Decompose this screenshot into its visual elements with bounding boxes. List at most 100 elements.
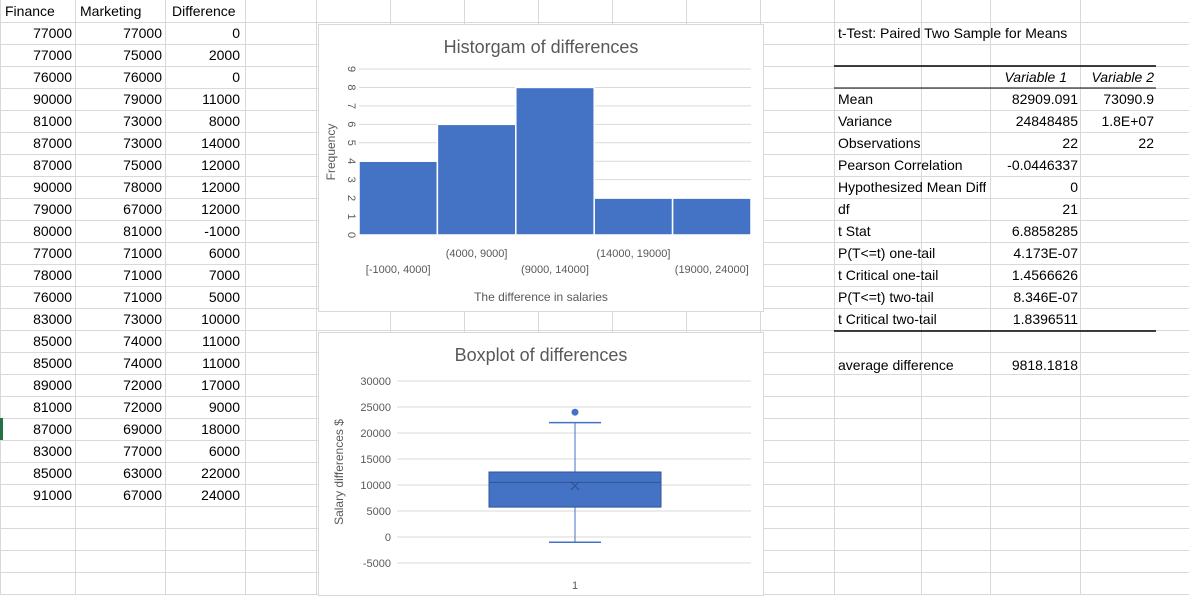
- marketing-cell[interactable]: 79000: [123, 91, 162, 107]
- difference-cell[interactable]: 12000: [201, 179, 240, 195]
- ttest-value-1[interactable]: 0: [1070, 179, 1078, 195]
- difference-cell[interactable]: 12000: [201, 157, 240, 173]
- ttest-value-1[interactable]: 82909.091: [1011, 91, 1078, 107]
- difference-cell[interactable]: 22000: [201, 465, 240, 481]
- ttest-value-1[interactable]: 22: [1062, 135, 1078, 151]
- marketing-cell[interactable]: 77000: [123, 443, 162, 459]
- ttest-value-1[interactable]: 6.8858285: [1011, 223, 1078, 239]
- ttest-row-label[interactable]: P(T<=t) two-tail: [838, 289, 934, 305]
- finance-cell[interactable]: 80000: [33, 223, 72, 239]
- ttest-value-1[interactable]: 1.4566626: [1011, 267, 1078, 283]
- finance-cell[interactable]: 78000: [33, 267, 72, 283]
- ttest-value-2[interactable]: 73090.9: [1103, 91, 1154, 107]
- finance-cell[interactable]: 90000: [33, 91, 72, 107]
- difference-cell[interactable]: 5000: [208, 289, 240, 305]
- difference-cell[interactable]: 0: [232, 69, 240, 85]
- marketing-cell[interactable]: 72000: [123, 399, 162, 415]
- difference-cell[interactable]: 7000: [208, 267, 240, 283]
- finance-cell[interactable]: 79000: [33, 201, 72, 217]
- histogram-chart[interactable]: Historgam of differences 0 1 2 3 4 5 6 7 8 9 Freque…: [318, 24, 764, 312]
- marketing-cell[interactable]: 71000: [123, 267, 162, 283]
- ttest-row-label[interactable]: P(T<=t) one-tail: [838, 245, 936, 261]
- marketing-cell[interactable]: 72000: [123, 377, 162, 393]
- marketing-cell[interactable]: 76000: [123, 69, 162, 85]
- marketing-cell[interactable]: 74000: [123, 355, 162, 371]
- column-header-cell[interactable]: Difference: [172, 3, 236, 19]
- difference-cell[interactable]: 10000: [201, 311, 240, 327]
- difference-cell[interactable]: 11000: [202, 355, 240, 371]
- finance-cell[interactable]: 81000: [33, 113, 72, 129]
- histogram-bar[interactable]: [358, 160, 439, 236]
- finance-cell[interactable]: 90000: [33, 179, 72, 195]
- difference-cell[interactable]: 24000: [201, 487, 240, 503]
- column-header-cell[interactable]: Marketing: [80, 3, 142, 19]
- finance-cell[interactable]: 85000: [33, 465, 72, 481]
- marketing-cell[interactable]: 67000: [123, 201, 162, 217]
- column-header-cell[interactable]: Finance: [5, 3, 55, 19]
- marketing-cell[interactable]: 73000: [123, 135, 162, 151]
- histogram-bar[interactable]: [436, 123, 517, 236]
- marketing-cell[interactable]: 67000: [123, 487, 162, 503]
- difference-cell[interactable]: -1000: [204, 223, 240, 239]
- marketing-cell[interactable]: 73000: [123, 113, 162, 129]
- histogram-bar[interactable]: [515, 86, 595, 236]
- ttest-col-header-2[interactable]: Variable 2: [1091, 69, 1154, 85]
- ttest-row-label[interactable]: df: [838, 201, 850, 217]
- average-difference-value[interactable]: 9818.1818: [1011, 357, 1078, 373]
- marketing-cell[interactable]: 63000: [123, 465, 162, 481]
- ttest-row-label[interactable]: Variance: [838, 113, 893, 129]
- difference-cell[interactable]: 6000: [208, 443, 240, 459]
- histogram-bar[interactable]: [671, 197, 752, 236]
- finance-cell[interactable]: 89000: [33, 377, 72, 393]
- ttest-value-1[interactable]: 21: [1062, 201, 1078, 217]
- ttest-value-2[interactable]: 22: [1138, 135, 1154, 151]
- marketing-cell[interactable]: 73000: [123, 311, 162, 327]
- difference-cell[interactable]: 8000: [208, 113, 240, 129]
- boxplot-chart[interactable]: Boxplot of differences -5000 0 5000 10000 150…: [318, 332, 764, 596]
- ttest-value-1[interactable]: 1.8396511: [1012, 311, 1078, 327]
- ttest-title[interactable]: t-Test: Paired Two Sample for Means: [838, 25, 1068, 41]
- finance-cell[interactable]: 91000: [33, 487, 72, 503]
- finance-cell[interactable]: 83000: [33, 443, 72, 459]
- ttest-value-1[interactable]: 4.173E-07: [1013, 245, 1078, 261]
- finance-cell[interactable]: 81000: [33, 399, 72, 415]
- ttest-row-label[interactable]: t Critical two-tail: [838, 311, 937, 327]
- marketing-cell[interactable]: 71000: [123, 289, 162, 305]
- boxplot-box[interactable]: [488, 471, 662, 508]
- average-difference-label[interactable]: average difference: [838, 357, 954, 373]
- histogram-bar[interactable]: [593, 197, 674, 236]
- ttest-row-label[interactable]: t Critical one-tail: [838, 267, 939, 283]
- ttest-value-1[interactable]: 8.346E-07: [1013, 289, 1078, 305]
- finance-cell[interactable]: 76000: [33, 69, 72, 85]
- difference-cell[interactable]: 18000: [201, 421, 240, 437]
- finance-cell[interactable]: 85000: [33, 355, 72, 371]
- difference-cell[interactable]: 9000: [208, 399, 240, 415]
- boxplot-outlier[interactable]: [571, 408, 579, 416]
- finance-cell[interactable]: 87000: [33, 135, 72, 151]
- marketing-cell[interactable]: 75000: [123, 157, 162, 173]
- finance-cell[interactable]: 87000: [33, 157, 72, 173]
- difference-cell[interactable]: 0: [232, 25, 240, 41]
- marketing-cell[interactable]: 74000: [123, 333, 162, 349]
- finance-cell[interactable]: 87000: [33, 421, 72, 437]
- finance-cell[interactable]: 77000: [33, 25, 72, 41]
- difference-cell[interactable]: 17000: [201, 377, 240, 393]
- marketing-cell[interactable]: 71000: [123, 245, 162, 261]
- difference-cell[interactable]: 2000: [208, 47, 240, 63]
- ttest-row-label[interactable]: Hypothesized Mean Difference: [838, 179, 986, 195]
- finance-cell[interactable]: 77000: [33, 47, 72, 63]
- finance-cell[interactable]: 85000: [33, 333, 72, 349]
- difference-cell[interactable]: 6000: [208, 245, 240, 261]
- difference-cell[interactable]: 11000: [202, 333, 240, 349]
- difference-cell[interactable]: 12000: [201, 201, 240, 217]
- finance-cell[interactable]: 76000: [33, 289, 72, 305]
- marketing-cell[interactable]: 77000: [123, 25, 162, 41]
- marketing-cell[interactable]: 69000: [123, 421, 162, 437]
- marketing-cell[interactable]: 81000: [123, 223, 162, 239]
- ttest-value-1[interactable]: 24848485: [1015, 113, 1078, 129]
- ttest-col-header-1[interactable]: Variable 1: [1004, 69, 1067, 85]
- ttest-row-label[interactable]: Mean: [838, 91, 874, 107]
- finance-cell[interactable]: 77000: [33, 245, 72, 261]
- ttest-row-label[interactable]: Observations: [838, 135, 921, 151]
- difference-cell[interactable]: 11000: [202, 91, 240, 107]
